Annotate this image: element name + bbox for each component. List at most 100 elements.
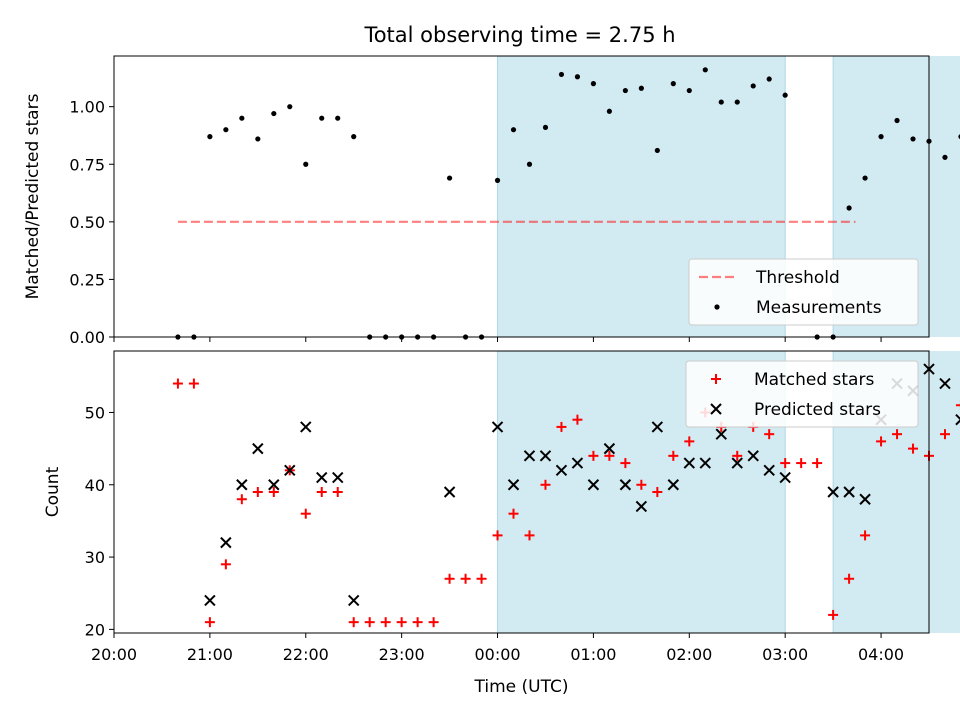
- predicted-star-marker: [523, 450, 536, 462]
- x-axis-label: Time (UTC): [474, 677, 569, 697]
- predicted-star-marker: [507, 479, 520, 491]
- chart-title: Total observing time = 2.75 h: [363, 23, 675, 47]
- y-tick-label: 0.50: [69, 213, 105, 232]
- bottom-star-points: [172, 363, 960, 628]
- y-tick-label: 20: [85, 620, 105, 639]
- x-tick-label: 00:00: [474, 645, 520, 664]
- top-x-ticks: [113, 337, 882, 342]
- predicted-star-marker: [555, 464, 568, 477]
- measurement-point: [654, 147, 660, 154]
- matched-star-marker: [780, 458, 791, 469]
- measurement-point: [542, 124, 549, 131]
- measurement-point: [718, 99, 724, 105]
- predicted-star-marker: [220, 536, 232, 549]
- matched-star-marker: [939, 429, 950, 440]
- measurement-point: [494, 177, 501, 183]
- bottom-x-ticks: 20:00 21:00 22:00 23:00 00:00 01:00 02:00 03:00…: [91, 633, 904, 664]
- predicted-star-marker: [571, 457, 584, 469]
- predicted-star-marker: [204, 594, 216, 607]
- matched-star-marker: [220, 559, 231, 570]
- measurement-point: [670, 81, 676, 87]
- predicted-star-marker: [651, 421, 664, 433]
- matched-star-marker: [604, 450, 615, 461]
- y-tick-label: 0.25: [69, 270, 105, 289]
- predicted-star-marker: [347, 594, 360, 607]
- matched-star-marker: [876, 436, 887, 447]
- y-tick-label: 1.00: [69, 98, 105, 117]
- measurement-point: [526, 161, 533, 167]
- matched-star-marker: [620, 458, 631, 469]
- legend-box: [685, 360, 919, 428]
- matched-star-marker: [316, 487, 327, 497]
- x-tick-label: 23:00: [379, 645, 425, 664]
- matched-star-marker: [652, 487, 663, 497]
- x-tick-label: 20:00: [91, 645, 137, 664]
- matched-star-marker: [380, 617, 391, 628]
- y-tick-label: 50: [85, 403, 105, 422]
- matched-star-marker: [732, 450, 743, 461]
- measurement-point: [351, 134, 357, 140]
- predicted-star-marker: [316, 471, 328, 484]
- measurement-point: [446, 175, 453, 181]
- measurement-point: [223, 127, 229, 133]
- legend-matched-swatch: [711, 374, 721, 384]
- measurement-point: [239, 115, 245, 121]
- matched-star-marker: [204, 617, 215, 628]
- measurement-point: [766, 76, 772, 82]
- matched-star-marker: [812, 458, 823, 469]
- matched-star-marker: [828, 609, 839, 620]
- x-tick-label: 22:00: [283, 645, 329, 664]
- measurement-point: [686, 87, 692, 94]
- measurement-point: [335, 115, 341, 121]
- measurement-point: [750, 83, 756, 89]
- matched-star-marker: [668, 450, 679, 461]
- measurement-point: [271, 110, 277, 117]
- matched-star-marker: [524, 530, 535, 541]
- measurement-point: [510, 127, 517, 133]
- measurement-point: [207, 134, 213, 140]
- legend-predicted-swatch: [710, 403, 722, 415]
- predicted-star-marker: [763, 464, 775, 477]
- predicted-star-marker: [443, 486, 456, 498]
- matched-star-marker: [300, 508, 311, 519]
- matched-star-marker: [684, 436, 695, 447]
- predicted-star-marker: [252, 442, 264, 455]
- x-tick-label: 03:00: [762, 645, 808, 664]
- matched-star-marker: [476, 573, 487, 584]
- predicted-star-marker: [667, 479, 680, 491]
- matched-star-marker: [444, 573, 455, 584]
- predicted-star-marker: [683, 457, 696, 469]
- measurement-point: [558, 71, 565, 78]
- x-tick-label: 04:00: [858, 645, 904, 664]
- predicted-star-marker: [779, 471, 791, 484]
- predicted-star-marker: [491, 421, 504, 433]
- matched-star-marker: [636, 479, 647, 490]
- measurement-point: [622, 87, 628, 94]
- matched-star-marker: [764, 429, 775, 440]
- predicted-star-marker: [539, 450, 552, 462]
- bottom-legend: Matched stars Predicted stars: [685, 360, 919, 428]
- top-axes-frame: [113, 55, 930, 338]
- measurement-point: [574, 74, 581, 80]
- bottom-y-ticks: 20 30 40 50: [85, 403, 114, 639]
- legend-measurement-swatch: [714, 304, 720, 310]
- measurement-point: [782, 92, 788, 98]
- predicted-star-marker: [300, 421, 312, 433]
- matched-star-marker: [588, 450, 599, 461]
- matched-star-marker: [892, 429, 903, 440]
- measurement-point: [942, 154, 948, 160]
- matched-star-marker: [252, 487, 263, 497]
- predicted-star-marker: [236, 479, 248, 491]
- legend-label-threshold: Threshold: [755, 268, 840, 288]
- measurement-point: [638, 85, 644, 91]
- y-tick-label: 0.00: [69, 328, 105, 347]
- matched-star-marker: [508, 508, 519, 519]
- predicted-star-marker: [268, 479, 280, 491]
- matched-star-marker: [572, 414, 583, 425]
- top-y-axis-label: Matched/Predicted stars: [23, 93, 43, 299]
- predicted-star-marker: [699, 457, 711, 469]
- matched-star-marker: [556, 421, 567, 432]
- matched-star-marker: [540, 479, 551, 490]
- predicted-star-marker: [332, 471, 344, 484]
- matched-star-marker: [460, 573, 471, 584]
